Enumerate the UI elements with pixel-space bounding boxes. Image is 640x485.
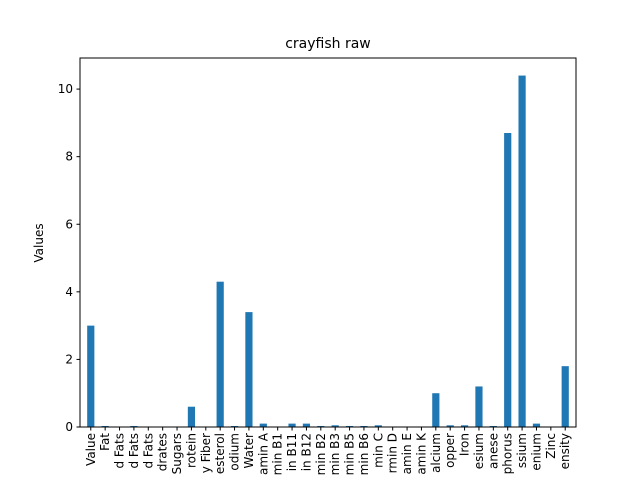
bar-14 <box>288 423 296 427</box>
x-tick-label-32: Zinc <box>544 433 558 459</box>
x-tick-label-0: Value <box>84 433 98 466</box>
bar-9 <box>216 281 224 427</box>
bar-12 <box>259 423 267 427</box>
y-tick-label-2: 4 <box>65 285 73 299</box>
bar-26 <box>460 425 469 427</box>
x-tick-label-29: phorus <box>501 433 515 474</box>
bar-7 <box>187 406 196 427</box>
x-tick-label-15: in B12 <box>299 433 313 471</box>
bar-24 <box>432 393 440 427</box>
bar-25 <box>446 425 454 427</box>
x-tick-label-9: esterol <box>213 433 227 474</box>
x-tick-label-1: Fat <box>98 433 112 451</box>
x-tick-label-28: anese <box>486 433 500 469</box>
bar-10 <box>230 425 239 427</box>
bar-11 <box>245 312 253 427</box>
bar-0 <box>87 325 95 427</box>
y-tick-label-4: 8 <box>65 150 73 164</box>
x-axis: Value Fat d Fats d Fats d Fats drates Sugars ro… <box>84 427 572 475</box>
bar-27 <box>475 386 483 427</box>
x-tick-label-21: rmin D <box>386 433 400 473</box>
y-tick-label-5: 10 <box>58 82 73 96</box>
bar-16 <box>317 425 325 427</box>
bar-3 <box>130 425 138 427</box>
bars-group <box>87 75 569 428</box>
x-tick-label-2: d Fats <box>113 433 127 469</box>
plot-frame <box>79 57 577 428</box>
x-tick-label-23: amin K <box>414 432 428 475</box>
y-tick-label-3: 6 <box>65 217 73 231</box>
x-tick-label-25: opper <box>443 433 457 468</box>
x-tick-label-16: min B2 <box>314 433 328 475</box>
x-tick-label-31: enium <box>529 433 543 471</box>
chart-title: crayfish raw <box>285 36 371 52</box>
bar-33 <box>561 366 569 427</box>
x-tick-label-24: alcium <box>429 433 443 473</box>
x-tick-label-14: in B11 <box>285 433 299 471</box>
bar-1 <box>101 425 109 427</box>
x-tick-label-10: odium <box>228 433 242 471</box>
bar-17 <box>331 425 339 427</box>
x-tick-label-17: min B3 <box>328 433 342 475</box>
bar-18 <box>345 425 354 427</box>
bar-31 <box>532 423 541 427</box>
x-tick-label-4: d Fats <box>141 433 155 469</box>
y-axis-label: Values <box>32 223 46 262</box>
x-tick-label-3: d Fats <box>127 433 141 469</box>
bar-15 <box>302 423 311 427</box>
x-tick-label-5: drates <box>156 433 170 471</box>
x-tick-label-26: Iron <box>458 433 472 456</box>
x-tick-label-11: Water <box>242 433 256 469</box>
x-tick-label-20: min C <box>371 433 385 468</box>
x-tick-label-33: ensity <box>558 433 572 469</box>
x-tick-label-12: amin A <box>256 432 270 475</box>
bar-29 <box>504 133 512 427</box>
x-tick-label-18: min B5 <box>343 433 357 475</box>
x-tick-label-13: min B1 <box>271 433 285 475</box>
x-tick-label-22: amin E <box>400 433 414 474</box>
x-tick-label-27: esium <box>472 433 486 469</box>
y-tick-label-1: 2 <box>65 352 73 366</box>
x-tick-label-8: y Fiber <box>199 433 213 473</box>
bar-28 <box>489 425 497 427</box>
x-tick-label-19: min B6 <box>357 433 371 475</box>
bar-19 <box>360 425 368 427</box>
bar-30 <box>518 75 526 428</box>
bar-20 <box>374 425 382 427</box>
x-tick-label-30: ssium <box>515 433 529 468</box>
y-axis: 0 2 4 6 8 10 <box>58 82 80 434</box>
x-tick-label-7: rotein <box>184 433 198 468</box>
x-tick-label-6: Sugars <box>170 433 184 474</box>
y-tick-label-0: 0 <box>65 420 73 434</box>
